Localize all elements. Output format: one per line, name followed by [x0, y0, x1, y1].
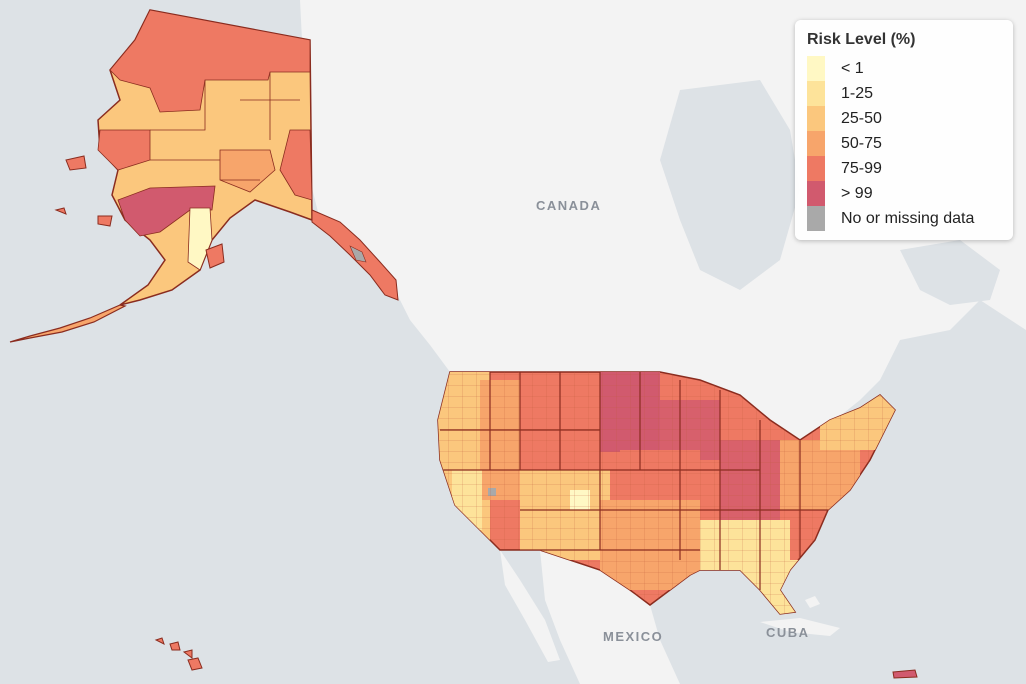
legend-label: 25-50 [841, 109, 882, 127]
legend-swatch [807, 106, 825, 131]
legend-label: < 1 [841, 59, 864, 77]
arctic-islands [520, 10, 740, 90]
legend-label: 50-75 [841, 134, 882, 152]
alaska[interactable] [9, 9, 399, 343]
cuba-label: CUBA [766, 625, 810, 640]
greenland-fringe [900, 240, 1000, 305]
mexico-land [540, 550, 680, 684]
legend-item: No or missing data [807, 206, 1001, 231]
legend-item: 75-99 [807, 156, 1001, 181]
risk-level-legend: Risk Level (%) < 1 1-25 25-50 50-75 75-99 > 9… [795, 20, 1013, 240]
mexico-label: MEXICO [603, 629, 663, 644]
legend-swatch [807, 56, 825, 81]
legend-items: < 1 1-25 25-50 50-75 75-99 > 99 No or missing … [807, 56, 1001, 231]
baja-land [500, 550, 560, 662]
hawaii[interactable] [154, 637, 203, 671]
bahamas-land [805, 596, 820, 608]
puerto-rico[interactable] [892, 669, 918, 679]
legend-swatch [807, 131, 825, 156]
cuba-land [760, 618, 840, 636]
legend-swatch [807, 206, 825, 231]
legend-item: 25-50 [807, 106, 1001, 131]
legend-label: 1-25 [841, 84, 874, 102]
legend-item: > 99 [807, 181, 1001, 206]
legend-swatch [807, 181, 825, 206]
legend-item: 1-25 [807, 81, 1001, 106]
canada-label: CANADA [536, 198, 601, 213]
legend-title: Risk Level (%) [807, 31, 916, 48]
hudson-bay [660, 80, 800, 290]
legend-label: No or missing data [841, 209, 975, 227]
legend-item: < 1 [807, 56, 1001, 81]
legend-label: > 99 [841, 184, 873, 202]
legend-label: 75-99 [841, 159, 882, 177]
legend-item: 50-75 [807, 131, 1001, 156]
legend-swatch [807, 156, 825, 181]
legend-swatch [807, 81, 825, 106]
